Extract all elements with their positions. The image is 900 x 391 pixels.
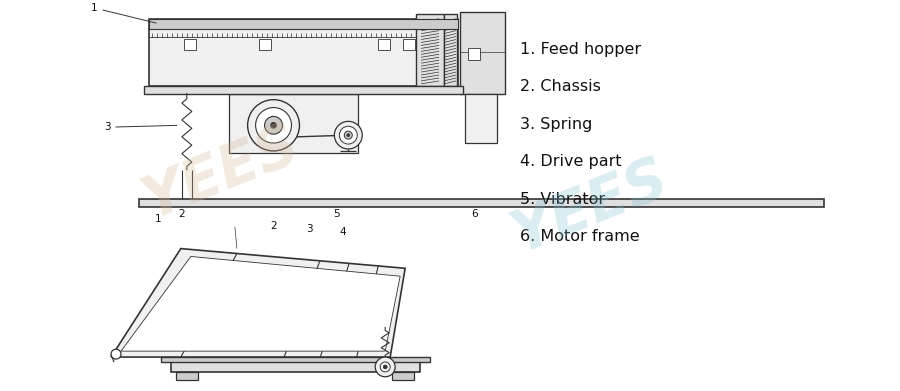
Text: YEES: YEES xyxy=(503,150,676,264)
Text: 2: 2 xyxy=(178,209,185,219)
Bar xyxy=(148,19,458,29)
Text: 1. Feed hopper: 1. Feed hopper xyxy=(520,42,641,57)
Bar xyxy=(171,362,420,372)
Circle shape xyxy=(345,131,352,139)
Bar xyxy=(258,39,271,50)
Circle shape xyxy=(335,121,363,149)
Circle shape xyxy=(265,117,283,134)
Circle shape xyxy=(383,365,387,369)
Text: 2. Chassis: 2. Chassis xyxy=(520,79,600,94)
Circle shape xyxy=(380,362,391,372)
Circle shape xyxy=(256,108,292,143)
Bar xyxy=(378,39,391,50)
Text: 2: 2 xyxy=(271,221,277,231)
Text: 3. Spring: 3. Spring xyxy=(520,117,592,132)
Bar xyxy=(460,12,505,94)
Circle shape xyxy=(346,134,350,136)
Circle shape xyxy=(375,357,395,377)
Polygon shape xyxy=(111,249,405,357)
Bar xyxy=(139,199,824,207)
Text: 5: 5 xyxy=(333,209,339,219)
Bar xyxy=(161,357,430,362)
Polygon shape xyxy=(121,256,400,351)
Text: 1: 1 xyxy=(155,214,161,224)
Bar xyxy=(468,48,480,60)
Bar xyxy=(229,94,358,153)
Bar xyxy=(465,94,497,143)
Text: 6. Motor frame: 6. Motor frame xyxy=(520,229,639,244)
Text: 6: 6 xyxy=(472,209,478,219)
Circle shape xyxy=(248,100,300,151)
Bar xyxy=(444,14,457,86)
Circle shape xyxy=(111,349,121,359)
Text: 3: 3 xyxy=(104,122,177,132)
Text: 5. Vibrator: 5. Vibrator xyxy=(520,192,605,207)
Bar xyxy=(416,14,444,86)
Text: YEES: YEES xyxy=(134,115,308,230)
Text: 1: 1 xyxy=(91,3,157,23)
Bar xyxy=(392,372,414,380)
Bar xyxy=(184,39,196,50)
Bar xyxy=(148,19,458,86)
Text: 4. Drive part: 4. Drive part xyxy=(520,154,621,169)
Bar xyxy=(176,372,198,380)
Text: 4: 4 xyxy=(340,227,346,237)
Circle shape xyxy=(271,122,276,128)
Circle shape xyxy=(339,126,357,144)
Bar xyxy=(144,86,463,94)
Text: 3: 3 xyxy=(307,224,313,234)
Bar xyxy=(403,39,415,50)
